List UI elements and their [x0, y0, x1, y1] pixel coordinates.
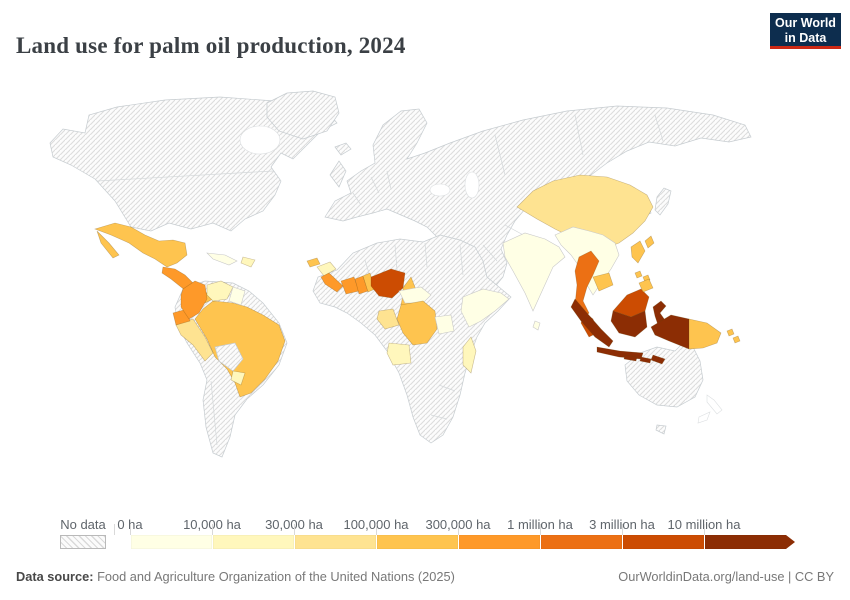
country-cambodia[interactable] [592, 272, 614, 292]
legend-tick [376, 524, 377, 535]
data-source: Data source: Food and Agriculture Organi… [16, 569, 455, 584]
chile-argentina-border [210, 380, 218, 446]
legend-tick [294, 524, 295, 535]
country-venezuela[interactable] [206, 280, 234, 302]
north-africa-borders [364, 242, 464, 420]
country-india[interactable] [502, 232, 566, 312]
landmass-japan[interactable] [654, 187, 672, 216]
data-source-label: Data source: [16, 569, 94, 584]
landmass-tasmania[interactable] [655, 424, 667, 435]
legend-no-data-swatch[interactable] [60, 535, 106, 549]
legend-bin-swatch[interactable] [459, 535, 540, 549]
new-zealand-north[interactable] [706, 394, 723, 415]
legend-bin-swatch[interactable] [541, 535, 622, 549]
country-angola[interactable] [386, 342, 412, 366]
legend-bin-swatch[interactable] [295, 535, 376, 549]
country-madagascar[interactable] [462, 336, 477, 374]
legend-bin-swatch[interactable] [131, 535, 212, 549]
page-title: Land use for palm oil production, 2024 [16, 33, 406, 59]
legend-tick [130, 524, 131, 535]
hudson-bay [239, 125, 281, 155]
legend-no-data-label: No data [60, 517, 106, 532]
country-taiwan[interactable] [644, 235, 655, 249]
country-solomon-islands[interactable] [726, 328, 741, 344]
legend-tick-label: 0 ha [117, 517, 143, 532]
legend-bin-swatch[interactable] [213, 535, 294, 549]
world-map[interactable] [35, 85, 815, 490]
chart-footer: Data source: Food and Agriculture Organi… [16, 569, 834, 584]
legend-tick-label: 1 million ha [507, 517, 573, 532]
country-indonesia-kalimantan[interactable] [610, 310, 648, 338]
country-mexico-baja[interactable] [96, 230, 120, 259]
country-guinea[interactable] [316, 261, 337, 277]
caspian-sea [464, 171, 480, 199]
legend-bin-swatch[interactable] [377, 535, 458, 549]
country-colombia[interactable] [180, 280, 208, 320]
us-canada-border [96, 170, 274, 182]
country-philippines-luzon[interactable] [630, 240, 646, 264]
country-dominican-republic[interactable] [240, 256, 256, 268]
credit-line: OurWorldinData.org/land-use | CC BY [618, 569, 834, 584]
legend-tick-label: 10 million ha [667, 517, 741, 532]
legend-tick-label: 300,000 ha [425, 517, 491, 532]
country-horn-of-africa[interactable] [460, 288, 510, 328]
country-indonesia-lesser-sunda[interactable] [623, 354, 666, 365]
country-peru[interactable] [175, 318, 214, 362]
europe-borders [352, 114, 664, 262]
owid-logo-line1: Our World [775, 16, 836, 30]
owid-logo-accent-bar [770, 46, 841, 49]
country-brazil[interactable] [194, 300, 286, 398]
owid-logo-line2: in Data [784, 31, 827, 45]
country-mexico[interactable] [94, 222, 188, 268]
country-sri-lanka[interactable] [532, 320, 541, 331]
black-sea [429, 183, 451, 197]
country-senegal[interactable] [306, 257, 321, 268]
country-central-african-republic[interactable] [398, 286, 432, 304]
country-tanzania[interactable] [434, 314, 455, 335]
landmass-iceland[interactable] [334, 142, 352, 156]
legend-tick-label: 3 million ha [589, 517, 655, 532]
landmass-bolivia[interactable] [214, 342, 244, 372]
country-paraguay[interactable] [230, 370, 246, 386]
country-philippines-visayas[interactable] [634, 270, 651, 283]
country-indonesia-sumatra[interactable] [570, 298, 614, 348]
country-guyana-suriname[interactable] [228, 286, 246, 306]
country-cuba[interactable] [206, 252, 238, 266]
legend-bin-swatch[interactable] [705, 535, 795, 549]
legend-tick-label: 100,000 ha [343, 517, 409, 532]
legend-tick [114, 524, 115, 535]
country-drc[interactable] [396, 300, 438, 346]
landmass-british-isles[interactable] [329, 160, 347, 188]
country-sierra-leone-liberia[interactable] [320, 272, 344, 293]
new-zealand-south[interactable] [697, 411, 711, 424]
country-papua-new-guinea[interactable] [688, 318, 722, 350]
data-source-text: Food and Agriculture Organization of the… [93, 569, 455, 584]
country-philippines-mindanao[interactable] [638, 278, 654, 293]
legend-tick-label: 10,000 ha [183, 517, 241, 532]
legend-tick [704, 524, 705, 535]
country-gabon-congo[interactable] [376, 308, 400, 330]
legend-tick [212, 524, 213, 535]
country-nigeria[interactable] [370, 268, 406, 299]
legend-tick [458, 524, 459, 535]
legend-bin-swatch[interactable] [623, 535, 704, 549]
legend-tick [540, 524, 541, 535]
country-thailand[interactable] [574, 250, 600, 320]
landmass-greenland[interactable] [266, 90, 340, 140]
legend-tick-label: 30,000 ha [265, 517, 323, 532]
legend-tick [622, 524, 623, 535]
owid-logo[interactable]: Our World in Data [770, 13, 841, 49]
